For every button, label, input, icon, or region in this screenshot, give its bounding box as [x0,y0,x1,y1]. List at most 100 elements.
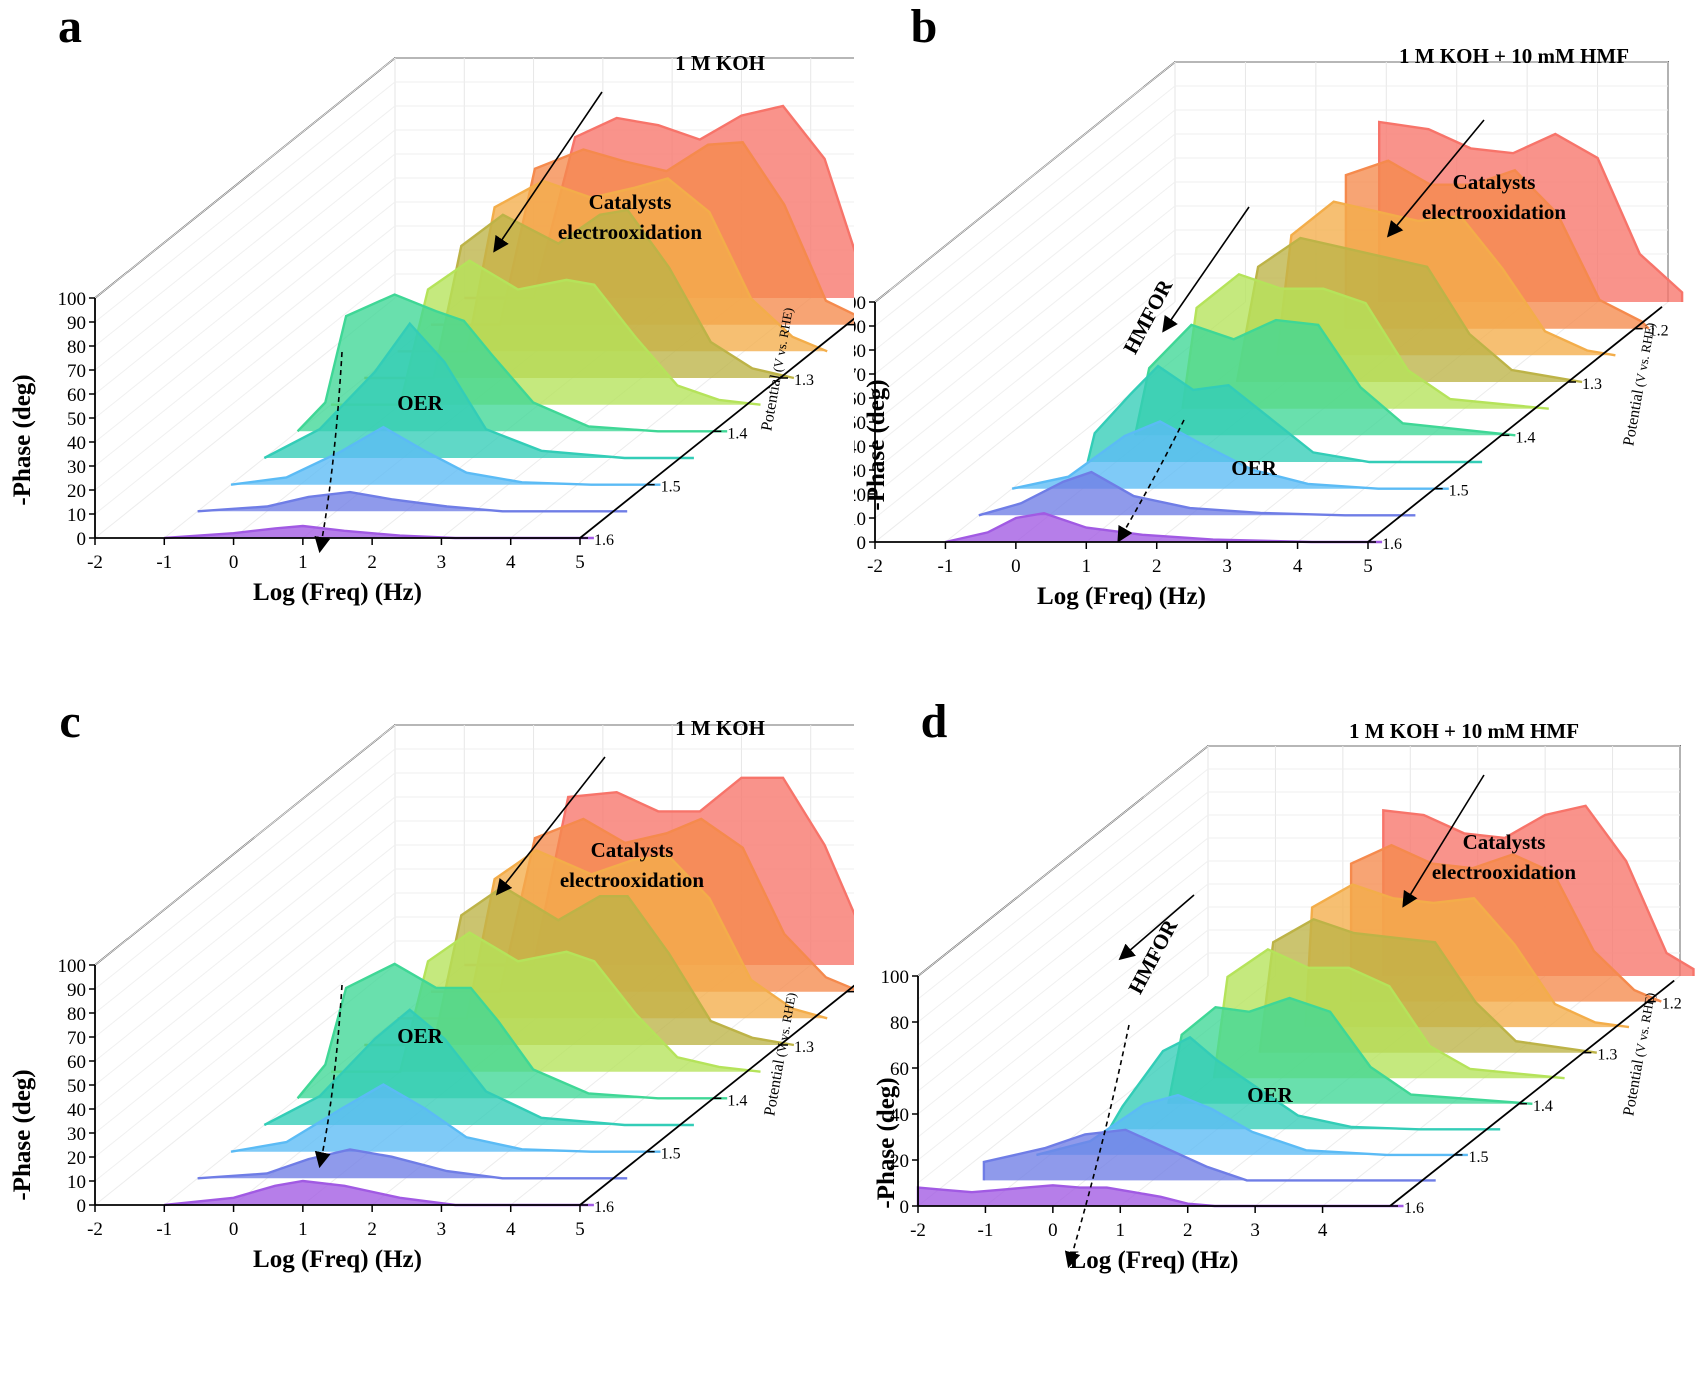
series-area-8 [197,1149,628,1179]
x-tick-label: 2 [1152,556,1162,577]
x-tick-label: 3 [1222,556,1232,577]
grid-line [94,177,396,419]
x-axis-label: Log (Freq) (Hz) [253,1246,422,1273]
y-tick-label: 40 [67,1100,86,1121]
condition-label: 1 M KOH + 10 mM HMF [1399,44,1629,68]
series-line-1 [1344,159,1650,330]
z-tick-label: 1.5 [661,1146,681,1163]
x-tick-label: 5 [575,552,585,573]
series-line-2 [1276,200,1616,357]
oer-arrow [314,984,343,1169]
series-area-9 [918,1185,1404,1206]
panel-label: d [921,695,948,748]
grid-line [917,929,1209,1161]
grid-line [94,844,396,1086]
series-line-6 [1086,364,1483,464]
x-tick-label: -2 [87,552,103,573]
grid-line [94,249,396,491]
chart-panel-c: -2-101234501020304050607080901001.21.31.… [0,695,854,1390]
y-tick-label: 90 [67,313,86,334]
grid-line [874,205,1176,447]
z-axis-label: Potential(V vs. RHE) [1620,991,1658,1117]
annotation-catalysts-line2: electrooxidation [558,220,703,244]
grid-line [94,57,396,299]
grid-line [94,273,396,515]
x-tick-label: -1 [938,556,954,577]
y-tick-label: 50 [67,409,86,430]
series-area-5 [1168,998,1533,1104]
x-tick-label: 3 [437,1219,447,1240]
x-tick-label: 1 [1082,556,1092,577]
z-axis-label-main: Potential [761,1058,788,1118]
z-axis-label: Potential(V vs. RHE) [1620,321,1658,447]
series-line-2 [1304,883,1630,1029]
chart-svg: -2-101234501020304050607080901001.21.31.… [854,0,1684,610]
z-tick-label: 1.4 [1533,1098,1553,1115]
series-line-8 [982,1128,1436,1182]
grid-line [94,129,396,371]
y-tick-label: 80 [854,341,866,362]
annotation-oer: OER [397,1024,443,1048]
x-tick-label: 2 [367,552,377,573]
x-tick-label: 0 [229,552,239,573]
x-tick-label: 2 [1183,1220,1193,1241]
series-line-0 [1378,120,1684,302]
series-area-9 [945,513,1383,542]
y-tick-label: 70 [67,1028,86,1049]
grid-line [917,883,1209,1115]
y-tick-label: 30 [854,461,866,482]
y-tick-label: 80 [67,1004,86,1025]
y-tick-label: 100 [58,956,87,977]
y-tick-label: 90 [854,317,866,338]
z-axis [1389,979,1675,1207]
grid-line [874,277,1176,519]
x-tick-label: -1 [156,1219,172,1240]
chart-panel-d: -2 -1 0 1 2 3 4 0 20 40 60 80 100 1.2 1.3 1.4 1.5 1.6 d 1 M… [854,695,1708,1390]
series-line-5 [1133,318,1516,437]
grid-line [874,133,1176,375]
y-tick-label: 20 [67,481,86,502]
x-tick-label: 1 [298,552,308,573]
z-tick-label: 1.4 [727,1092,747,1109]
series-area-7 [231,1084,661,1152]
grid-line [94,724,396,966]
x-tick-label: 4 [1318,1220,1328,1241]
x-axis-label: Log (Freq) (Hz) [253,579,422,606]
grid-line [874,61,1176,303]
oer-arrow [1064,1024,1130,1269]
x-tick-label: 2 [367,1219,377,1240]
catalysts-arrow [1386,119,1485,238]
z-tick-label: 1.6 [594,1199,614,1216]
annotation-catalysts-line1: Catalysts [1463,830,1546,854]
y-tick-label: 60 [67,1052,86,1073]
z-axis-label-main: Potential [1620,388,1647,448]
x-tick-label: -1 [978,1220,994,1241]
series-area-7 [231,427,661,485]
grid-line [94,225,396,467]
series-line-7 [230,1083,661,1153]
series-area-8 [978,472,1416,516]
y-tick-label: 30 [67,1124,86,1145]
x-tick-label: 0 [1011,556,1021,577]
grid-line [874,253,1176,495]
y-axis-label: -Phase (deg) [9,1069,36,1200]
series-line-3 [1235,236,1583,384]
y-tick-label: 20 [854,485,866,506]
z-tick-label: 1.3 [1597,1047,1617,1064]
x-tick-label: 0 [1048,1220,1058,1241]
z-tick-label: 1.3 [1582,376,1602,393]
grid-line [94,916,396,1158]
annotation-oer: OER [1231,456,1277,480]
annotation-catalysts-line1: Catalysts [589,190,672,214]
y-tick-label: 20 [67,1148,86,1169]
chart-panel-a: -2-101234501020304050607080901001.21.31.… [0,0,854,695]
series-line-1 [1349,843,1662,1003]
y-axis-label: -Phase (deg) [863,379,890,510]
grid-line [94,820,396,1062]
x-axis-label: Log (Freq) (Hz) [1070,1247,1239,1274]
series-line-0 [464,776,854,967]
y-tick-label: 100 [881,967,910,988]
series-line-0 [1382,804,1695,976]
x-tick-label: 4 [506,1219,516,1240]
